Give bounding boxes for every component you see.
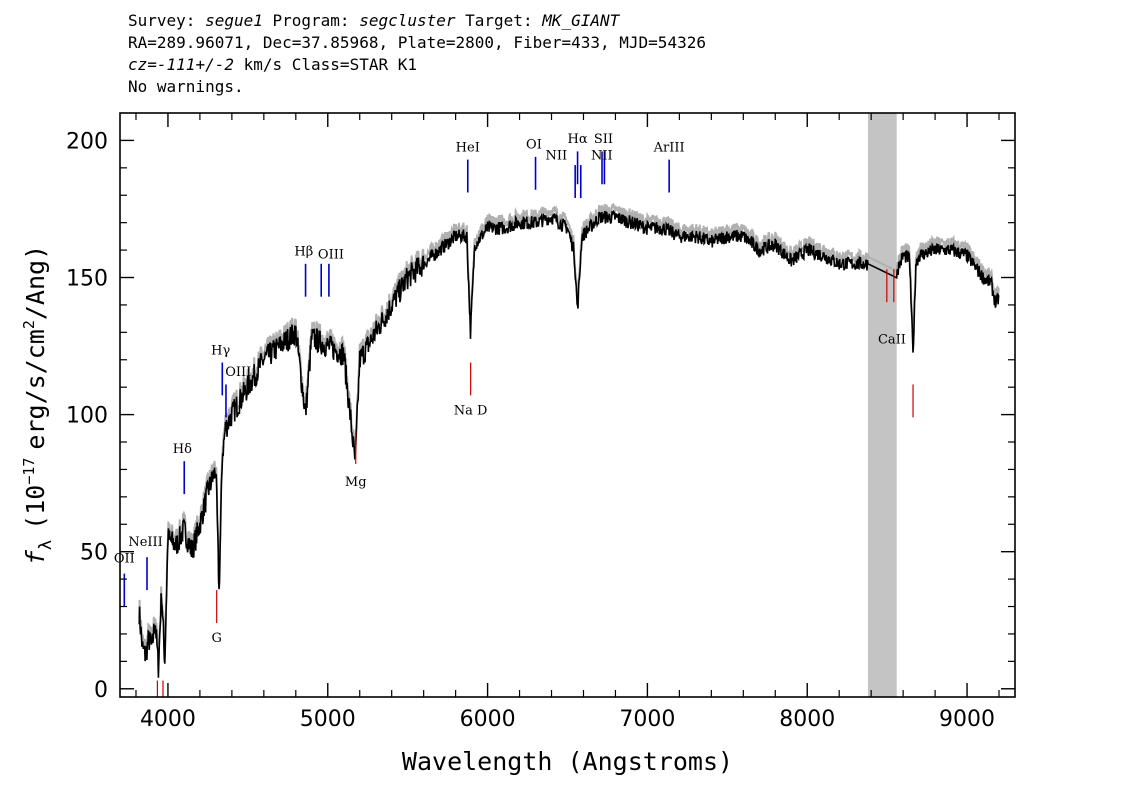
absorption-label: CaII [878, 332, 906, 347]
x-tick-label: 6000 [460, 707, 516, 732]
masked-band [867, 113, 897, 697]
survey-label: Survey: [128, 11, 206, 30]
spectrum-layer [138, 209, 1000, 678]
emission-label: OIII [225, 365, 251, 380]
x-tick-label: 7000 [619, 707, 675, 732]
plot-frame [119, 112, 1016, 698]
survey-value: segue1 [205, 11, 263, 30]
y-tick-label: 50 [80, 541, 108, 566]
emission-label: NII [591, 149, 613, 164]
emission-label: ArIII [653, 140, 685, 155]
cz-label: cz= [128, 55, 157, 74]
emission-label: OIII [318, 247, 344, 262]
emission-label: OI [526, 138, 542, 153]
emission-label: Hβ [294, 245, 313, 260]
y-axis-lambda: λ [36, 540, 56, 550]
class-text: km/s Class=STAR K1 [233, 55, 417, 74]
spectrum-trace [138, 209, 1000, 678]
program-value: segcluster [359, 11, 456, 30]
header-line-4: No warnings. [128, 77, 244, 96]
target-label: Target: [455, 11, 543, 30]
y-tick-label: 200 [66, 129, 108, 154]
emission-label: NII [545, 149, 567, 164]
y-tick-label: 0 [94, 678, 108, 703]
emission-label: Hδ [173, 442, 192, 457]
y-axis-unit-exp: 2 [20, 320, 38, 329]
emission-label: NeIII [128, 535, 162, 550]
header-line-3: cz=-111+/-2 km/s Class=STAR K1 [128, 54, 706, 76]
header-line-1: Survey: segue1 Program: segcluster Targe… [128, 10, 706, 32]
cz-value: -111+/-2 [156, 55, 234, 74]
program-label: Program: [262, 11, 360, 30]
y-tick-label: 100 [66, 404, 108, 429]
y-axis-f: f [21, 549, 50, 565]
x-tick-label: 8000 [779, 707, 835, 732]
emission-label: HeI [456, 140, 480, 155]
target-value: MK_GIANT [542, 11, 620, 30]
y-axis-exp: −17 [20, 458, 38, 485]
emission-label: Hα [568, 132, 588, 147]
y-axis-unit: erg/s/cm [21, 329, 50, 449]
absorption-label: G [211, 631, 221, 646]
emission-label: Hγ [211, 343, 230, 358]
x-tick-label: 9000 [939, 707, 995, 732]
emission-label: OII [114, 552, 135, 567]
y-axis-tail: /Ang) [21, 245, 50, 320]
masked-band-layer [867, 113, 897, 697]
y-axis-paren: (10 [21, 485, 50, 530]
absorption-label: Mg [345, 475, 367, 490]
spectrum-header: Survey: segue1 Program: segcluster Targe… [128, 10, 706, 98]
emission-label: SII [594, 132, 613, 147]
x-tick-label: 5000 [300, 707, 356, 732]
y-axis-title: fλ (10−17 erg/s/cm2/Ang) [20, 245, 56, 565]
x-tick-label: 4000 [140, 707, 196, 732]
header-line-2: RA=289.96071, Dec=37.85968, Plate=2800, … [128, 33, 706, 52]
absorption-label: Na D [454, 404, 488, 419]
y-tick-label: 150 [66, 267, 108, 292]
x-axis-title: Wavelength (Angstroms) [402, 747, 733, 776]
axes-layer: 4000 5000 6000 7000 8000 9000 0 50 100 150 200 [66, 112, 1016, 732]
